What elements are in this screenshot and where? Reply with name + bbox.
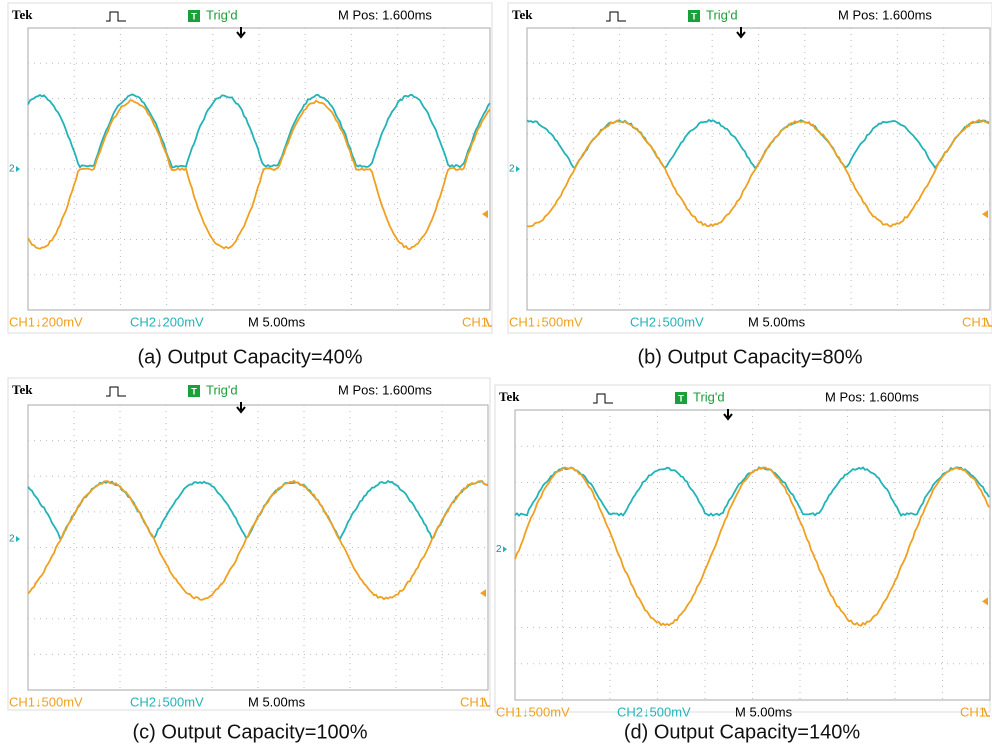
position: M Pos: 1.600ms [838, 7, 932, 22]
trigger-icon: T [678, 393, 684, 403]
scope-panel: Tek T Trig'd M Pos: 1.600ms 2 CH1↓500mV CH2↓50… [508, 3, 992, 368]
position: M Pos: 1.600ms [825, 389, 919, 404]
ch2-scale: CH2↓500mV [617, 704, 691, 719]
screen [495, 385, 990, 712]
position: M Pos: 1.600ms [338, 7, 432, 22]
scope-panel: Tek T Trig'd M Pos: 1.600ms 2 CH1↓500mV CH2↓50… [8, 378, 490, 743]
figure: Tek T Trig'd M Pos: 1.600ms 2 CH1↓200mV CH2↓20… [0, 0, 992, 747]
caption: (d) Output Capacity=140% [624, 721, 860, 743]
trigger-icon: T [691, 11, 697, 21]
brand: Tek [499, 389, 520, 404]
ch1-scale: CH1↓200mV [9, 314, 83, 329]
timebase: M 5.00ms [248, 314, 306, 329]
scope-panel: Tek T Trig'd M Pos: 1.600ms 2 CH1↓500mV CH2↓50… [495, 385, 990, 743]
timebase: M 5.00ms [248, 694, 306, 709]
ch2-scale: CH2↓200mV [130, 314, 204, 329]
trigger-status: Trig'd [206, 7, 238, 22]
caption: (a) Output Capacity=40% [137, 346, 362, 368]
screen [8, 3, 492, 333]
brand: Tek [512, 7, 533, 22]
trigger-source: CH1 [962, 314, 988, 329]
position: M Pos: 1.600ms [338, 382, 432, 397]
channel-marker: 2 [509, 164, 515, 175]
trigger-source: CH1 [462, 314, 488, 329]
trigger-source: CH1 [960, 704, 986, 719]
trigger-icon: T [191, 386, 197, 396]
screen [508, 3, 992, 333]
channel-marker: 2 [9, 534, 15, 545]
brand: Tek [12, 382, 33, 397]
timebase: M 5.00ms [735, 704, 793, 719]
ch1-scale: CH1↓500mV [496, 704, 570, 719]
brand: Tek [12, 7, 33, 22]
caption: (b) Output Capacity=80% [637, 346, 862, 368]
scope-panel: Tek T Trig'd M Pos: 1.600ms 2 CH1↓200mV CH2↓20… [8, 3, 492, 368]
channel-marker: 2 [9, 164, 15, 175]
timebase: M 5.00ms [748, 314, 806, 329]
ch1-scale: CH1↓500mV [9, 694, 83, 709]
ch1-scale: CH1↓500mV [509, 314, 583, 329]
screen [8, 378, 490, 710]
ch2-scale: CH2↓500mV [130, 694, 204, 709]
channel-marker: 2 [496, 544, 502, 555]
ch2-scale: CH2↓500mV [630, 314, 704, 329]
trigger-source: CH1 [460, 694, 486, 709]
trigger-icon: T [191, 11, 197, 21]
trigger-status: Trig'd [206, 382, 238, 397]
caption: (c) Output Capacity=100% [132, 721, 367, 743]
trigger-status: Trig'd [706, 7, 738, 22]
trigger-status: Trig'd [693, 389, 725, 404]
